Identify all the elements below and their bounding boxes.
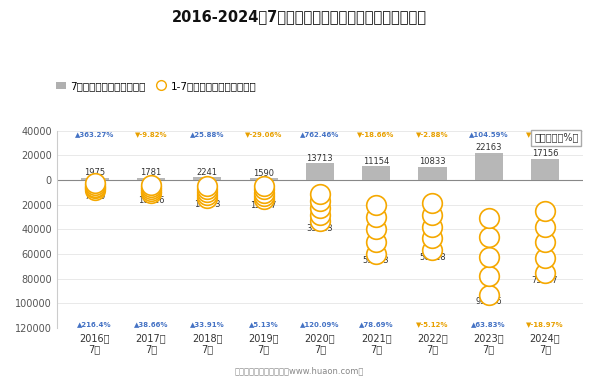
Text: 75427: 75427 xyxy=(532,276,559,285)
Point xyxy=(428,247,437,253)
Bar xyxy=(137,178,165,180)
Text: 10833: 10833 xyxy=(419,157,446,166)
Point xyxy=(147,182,156,188)
Bar xyxy=(306,163,334,180)
Bar xyxy=(419,167,447,180)
Point xyxy=(147,184,156,190)
Text: 1975: 1975 xyxy=(84,168,105,177)
Text: 22163: 22163 xyxy=(475,143,502,152)
Point xyxy=(259,187,269,193)
Legend: 7月期货成交金额（亿元）, 1-7月期货成交金额（亿元）: 7月期货成交金额（亿元）, 1-7月期货成交金额（亿元） xyxy=(51,77,261,95)
Text: ▲762.46%: ▲762.46% xyxy=(300,132,340,138)
Bar xyxy=(193,177,221,180)
Text: ▲5.13%: ▲5.13% xyxy=(249,321,279,327)
Point xyxy=(540,208,550,214)
Text: ▲216.4%: ▲216.4% xyxy=(77,321,112,327)
Point xyxy=(203,189,212,195)
Point xyxy=(484,234,493,241)
Text: ▼-2.88%: ▼-2.88% xyxy=(416,132,448,138)
Bar xyxy=(531,159,559,180)
Text: 1590: 1590 xyxy=(253,169,274,178)
Point xyxy=(203,192,212,198)
Text: ▲120.09%: ▲120.09% xyxy=(300,321,340,327)
Text: ▲25.88%: ▲25.88% xyxy=(190,132,224,138)
Point xyxy=(90,182,99,188)
Point xyxy=(371,214,381,220)
Point xyxy=(259,183,269,189)
Text: 2016-2024年7月郑州商品交易所菜籽油期货成交金额: 2016-2024年7月郑州商品交易所菜籽油期货成交金额 xyxy=(172,9,426,25)
Text: 1781: 1781 xyxy=(141,169,161,178)
Text: ▼-18.97%: ▼-18.97% xyxy=(526,321,564,327)
Point xyxy=(90,180,99,186)
Text: 14483: 14483 xyxy=(194,201,221,209)
Point xyxy=(371,202,381,208)
Point xyxy=(540,270,550,276)
Point xyxy=(540,254,550,261)
Text: ▼-29.06%: ▼-29.06% xyxy=(245,132,282,138)
Point xyxy=(90,184,99,190)
Point xyxy=(203,183,212,189)
Point xyxy=(428,201,437,207)
Text: ▼-22.59%: ▼-22.59% xyxy=(526,132,564,138)
Point xyxy=(147,186,156,192)
Point xyxy=(90,185,99,191)
Text: 7800: 7800 xyxy=(84,192,105,201)
Text: 56818: 56818 xyxy=(419,253,446,262)
Text: ▼-9.82%: ▼-9.82% xyxy=(135,132,167,138)
Text: 2241: 2241 xyxy=(197,168,218,177)
Point xyxy=(371,239,381,245)
Point xyxy=(315,211,325,218)
Text: ▲63.83%: ▲63.83% xyxy=(471,321,506,327)
Text: ▲78.69%: ▲78.69% xyxy=(359,321,393,327)
Point xyxy=(484,215,493,221)
Point xyxy=(203,195,212,201)
Text: 制图：华经产业研究院（www.huaon.com）: 制图：华经产业研究院（www.huaon.com） xyxy=(234,366,364,375)
Text: 15227: 15227 xyxy=(251,201,277,210)
Text: ▲363.27%: ▲363.27% xyxy=(75,132,114,138)
Point xyxy=(315,198,325,204)
Point xyxy=(484,273,493,279)
Point xyxy=(259,193,269,199)
Bar xyxy=(81,178,109,180)
Text: ▼-5.12%: ▼-5.12% xyxy=(416,321,448,327)
Point xyxy=(484,292,493,298)
Text: 17156: 17156 xyxy=(532,149,559,158)
Text: 59883: 59883 xyxy=(363,256,389,265)
Point xyxy=(90,187,99,193)
Bar xyxy=(249,178,277,180)
Point xyxy=(147,190,156,196)
Point xyxy=(540,239,550,245)
Text: ▲38.66%: ▲38.66% xyxy=(134,321,168,327)
Text: 93086: 93086 xyxy=(475,297,502,306)
Point xyxy=(259,196,269,202)
Point xyxy=(371,226,381,232)
Point xyxy=(203,186,212,192)
Text: 同比增速（%）: 同比增速（%） xyxy=(534,133,578,143)
Text: ▲104.59%: ▲104.59% xyxy=(469,132,508,138)
Text: 11154: 11154 xyxy=(363,157,389,166)
Text: ▼-18.66%: ▼-18.66% xyxy=(358,132,395,138)
Text: ▲33.91%: ▲33.91% xyxy=(190,321,225,327)
Point xyxy=(315,218,325,224)
Point xyxy=(428,236,437,242)
Point xyxy=(259,190,269,196)
Text: 33513: 33513 xyxy=(307,224,333,233)
Text: 10816: 10816 xyxy=(138,196,164,205)
Text: 13713: 13713 xyxy=(307,154,333,163)
Point xyxy=(147,188,156,194)
Point xyxy=(428,224,437,230)
Point xyxy=(315,205,325,211)
Point xyxy=(484,254,493,260)
Point xyxy=(428,212,437,218)
Point xyxy=(540,224,550,230)
Bar xyxy=(362,166,390,180)
Bar xyxy=(475,153,503,180)
Point xyxy=(371,251,381,257)
Point xyxy=(315,191,325,197)
